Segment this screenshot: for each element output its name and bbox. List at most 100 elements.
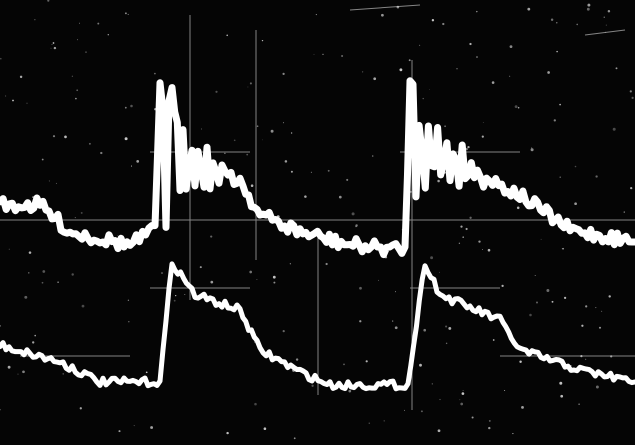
speckle [482,136,484,138]
speckle [226,432,228,434]
speckle [56,183,57,184]
speckle [551,19,553,21]
speckle [369,422,370,423]
speckle [535,275,536,276]
speckle [174,300,176,302]
speckle [0,58,2,60]
speckle [5,96,6,97]
speckle [128,14,129,15]
speckle [250,82,252,84]
speckle [613,128,616,131]
speckle [585,305,587,307]
speckle [294,437,296,439]
speckle [517,207,520,210]
speckle [51,48,52,49]
speckle [472,416,474,418]
speckle [624,211,625,212]
speckle [251,184,254,187]
speckle [632,97,634,99]
speckle [341,55,343,57]
speckle [273,276,276,279]
speckle [125,137,128,140]
speckle [29,251,32,254]
speckle [518,107,520,109]
speckle [100,152,102,154]
speckle [283,122,284,123]
speckle [201,129,202,130]
speckle [439,399,440,400]
speckle [381,14,384,17]
speckle [234,139,236,141]
speckle [34,19,35,20]
speckle [512,433,513,434]
speckle [606,25,607,26]
speckle [75,217,76,218]
speckle [562,248,563,249]
speckle [527,8,530,11]
speckle [325,263,327,265]
speckle [352,212,355,215]
speckle [57,281,59,283]
speckle [128,300,129,301]
speckle [200,266,202,268]
speckle [215,91,217,93]
speckle [399,68,402,71]
speckle [125,107,127,109]
speckle [117,235,118,236]
speckle [576,24,578,26]
speckle [71,273,73,275]
speckle [419,45,420,46]
speckle [529,314,532,317]
speckle [423,329,426,332]
speckle [595,307,596,308]
speckle [49,180,50,181]
speckle [504,390,505,391]
speckle [247,87,248,88]
speckle [339,196,342,199]
speckle [601,311,602,312]
speckle [404,410,405,411]
speckle [210,236,212,238]
speckle [150,426,153,429]
speckle [42,159,44,161]
speckle [54,47,56,49]
speckle [437,180,440,183]
speckle [482,249,483,250]
speckle [355,224,357,226]
speckle [531,148,534,151]
speckle [560,395,563,398]
speckle [599,327,601,329]
speckle [610,355,612,357]
speckle [483,122,484,123]
speckle [362,71,363,72]
speckle [515,105,518,108]
speckle [262,140,263,141]
speckle [97,23,99,25]
speckle [509,76,510,77]
speckle [478,240,480,242]
speckle [254,403,257,406]
speckle [630,90,632,92]
speckle [311,172,312,173]
speckle [134,425,135,426]
speckle [536,301,538,303]
speckle [210,281,213,284]
speckle [581,325,583,327]
speckle [575,166,577,168]
speckle [108,34,109,35]
speckle [595,175,597,177]
speckle [32,341,34,343]
speckle [459,243,460,244]
speckle [462,236,464,238]
speckle [52,44,53,45]
speckle [373,77,376,80]
speckle [378,280,379,281]
speckle [493,339,495,341]
speckle [161,272,163,274]
speckle [430,256,433,259]
speckle [462,392,465,395]
speckle [456,68,457,69]
speckle [291,132,292,133]
speckle [328,170,330,172]
speckle [429,89,430,90]
